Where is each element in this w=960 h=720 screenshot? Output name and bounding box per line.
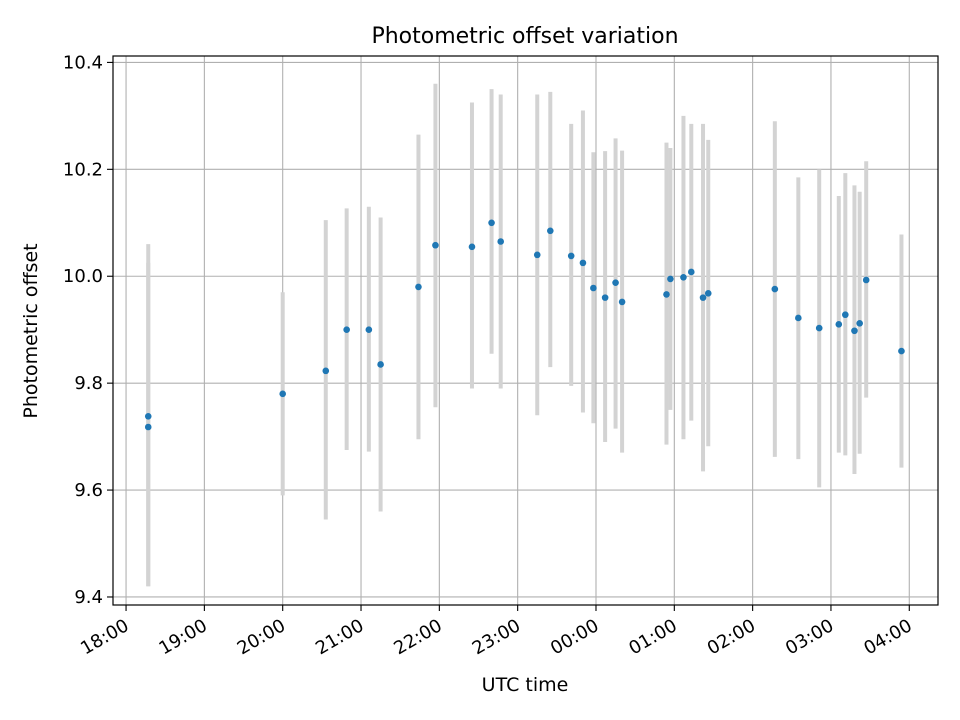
data-point (842, 311, 849, 319)
x-tick-label: 03:00 (782, 615, 837, 659)
x-tick-label: 21:00 (312, 615, 367, 659)
data-point (377, 361, 384, 368)
data-point (432, 241, 439, 249)
data-point (343, 326, 350, 333)
y-tick-label: 9.8 (74, 373, 103, 394)
data-point (856, 319, 863, 327)
data-point (667, 275, 674, 283)
data-point (699, 294, 707, 301)
data-point (795, 314, 802, 322)
data-point (279, 390, 286, 398)
data-point (851, 327, 858, 335)
y-tick-label: 10.2 (63, 159, 103, 180)
chart-title: Photometric offset variation (371, 24, 678, 49)
y-tick-label: 9.6 (74, 480, 103, 501)
x-tick-label: 18:00 (77, 615, 132, 659)
data-point (612, 279, 619, 286)
plot-area-frame (112, 55, 939, 606)
data-point (497, 238, 504, 245)
x-tick-label: 04:00 (860, 615, 915, 659)
x-tick-label: 20:00 (234, 615, 289, 659)
data-point (488, 219, 495, 227)
y-axis-label: Photometric offset (20, 243, 42, 418)
data-point (835, 321, 843, 328)
data-point (601, 294, 609, 301)
data-point (771, 285, 779, 293)
data-point (687, 268, 695, 276)
data-point (680, 274, 687, 281)
x-tick-label: 19:00 (155, 615, 210, 659)
data-point (704, 290, 712, 297)
data-point (815, 324, 823, 332)
x-tick-label: 02:00 (704, 615, 759, 659)
data-point (365, 326, 373, 333)
data-point (144, 423, 152, 431)
data-point (322, 367, 330, 375)
y-tick-label: 10.4 (63, 52, 103, 73)
data-point (579, 259, 587, 267)
x-tick-label: 00:00 (547, 615, 602, 659)
x-tick-label: 23:00 (469, 615, 524, 659)
error-bars (146, 83, 904, 587)
x-tick-label: 01:00 (625, 615, 680, 659)
data-point (567, 252, 575, 260)
grid-lines (113, 56, 938, 605)
data-point (663, 291, 670, 298)
data-point (415, 283, 422, 291)
data-point (618, 298, 626, 306)
y-tick-label: 9.4 (74, 587, 103, 608)
data-points (144, 219, 905, 431)
x-axis-label: UTC time (482, 674, 569, 696)
y-tick-label: 10.0 (63, 266, 103, 287)
data-point (547, 227, 554, 235)
data-point (898, 347, 905, 355)
data-point (590, 284, 597, 292)
data-point (468, 243, 476, 251)
x-tick-label: 22:00 (390, 615, 445, 659)
data-point (862, 276, 870, 284)
axis-ticks: 18:00 19:00 20:00 21:00 22:00 23:00 00:00 01:00… (63, 52, 916, 659)
data-point (533, 251, 541, 259)
data-point (144, 412, 152, 420)
